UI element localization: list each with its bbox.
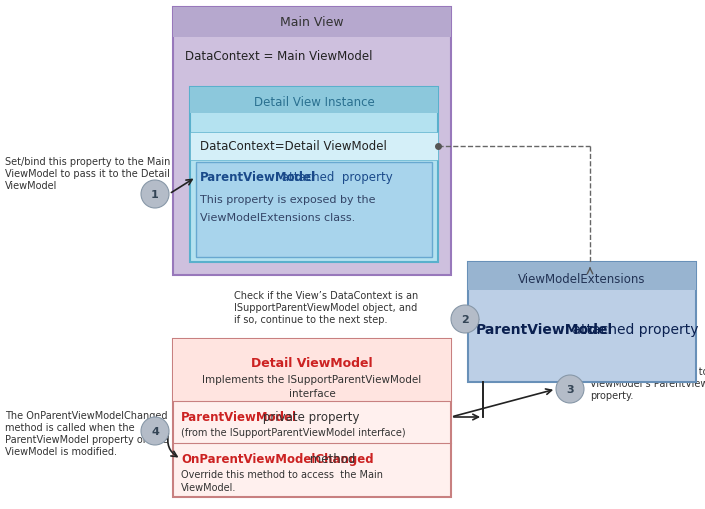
Text: method is called when the: method is called when the [5,422,135,432]
Text: ViewModel.: ViewModel. [181,482,236,492]
Text: DataContext=Detail ViewModel: DataContext=Detail ViewModel [200,140,387,153]
Text: OnParentViewModelChanged: OnParentViewModelChanged [181,453,374,466]
Circle shape [556,375,584,403]
Text: This property is exposed by the: This property is exposed by the [200,194,376,205]
Bar [173,340,451,497]
Text: ParentViewModel: ParentViewModel [200,171,316,184]
Text: Set/bind this property to the Main: Set/bind this property to the Main [5,157,171,166]
Text: ViewModelExtensions class.: ViewModelExtensions class. [200,213,355,222]
Text: ParentViewModel property on the: ParentViewModel property on the [5,434,168,444]
Text: 3: 3 [566,384,574,394]
Text: ParentViewModel: ParentViewModel [476,322,613,336]
Bar [173,340,451,401]
Text: property.: property. [590,390,633,400]
Text: The OnParentViewModelChanged: The OnParentViewModelChanged [5,410,168,420]
Text: ViewModelExtensions: ViewModelExtensions [518,273,646,286]
Text: The value is assigned to the: The value is assigned to the [590,366,705,376]
Bar [468,263,696,382]
Bar [173,8,451,38]
Bar [173,8,451,275]
Text: (from the ISupportParentViewModel interface): (from the ISupportParentViewModel interf… [181,427,405,437]
Text: 4: 4 [151,426,159,436]
Bar [190,133,438,161]
Text: method: method [306,453,355,466]
Circle shape [141,417,169,445]
Bar [190,88,438,263]
Text: Main View: Main View [280,15,344,29]
Text: attached property: attached property [568,322,698,336]
Text: ISupportParentViewModel object, and: ISupportParentViewModel object, and [234,302,417,313]
Bar [468,263,696,291]
Circle shape [141,181,169,209]
Text: if so, continue to the next step.: if so, continue to the next step. [234,315,388,324]
Text: attached  property: attached property [278,171,393,184]
Text: ViewModel: ViewModel [5,181,57,191]
Bar [196,163,432,258]
Text: Detail View Instance: Detail View Instance [254,96,374,109]
Text: ViewModel to pass it to the Detail: ViewModel to pass it to the Detail [5,168,170,179]
Text: 2: 2 [461,315,469,324]
Text: DataContext = Main ViewModel: DataContext = Main ViewModel [185,49,372,63]
Text: ViewModel’s ParentViewModel: ViewModel’s ParentViewModel [590,378,705,388]
Text: ViewModel is modified.: ViewModel is modified. [5,446,117,456]
Text: private property: private property [259,411,360,423]
Text: Override this method to access  the Main: Override this method to access the Main [181,469,383,479]
Bar [190,88,438,114]
Text: interface: interface [288,388,336,398]
Text: Check if the View’s DataContext is an: Check if the View’s DataContext is an [234,291,418,300]
Text: 1: 1 [151,190,159,200]
Text: Implements the ISupportParentViewModel: Implements the ISupportParentViewModel [202,374,422,384]
Text: ParentViewModel: ParentViewModel [181,411,297,423]
Circle shape [451,305,479,333]
Text: Detail ViewModel: Detail ViewModel [251,357,373,370]
